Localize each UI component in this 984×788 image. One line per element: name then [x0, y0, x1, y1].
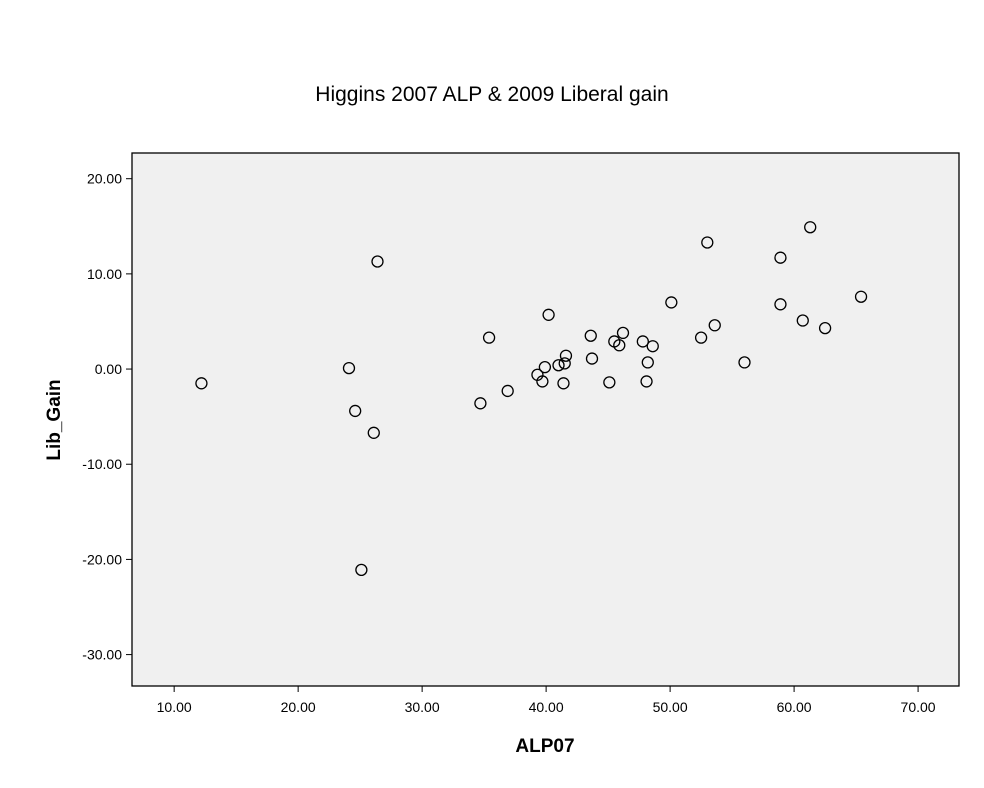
data-point [367, 426, 380, 439]
data-point [585, 352, 599, 365]
x-axis-label: ALP07 [515, 736, 574, 757]
data-point [818, 321, 832, 335]
y-tick-label: -10.00 [82, 456, 122, 472]
x-tick-label: 10.00 [157, 699, 192, 715]
data-point [482, 331, 496, 344]
x-tick-label: 30.00 [405, 699, 440, 715]
x-tick-label: 50.00 [653, 699, 688, 715]
data-point [474, 397, 487, 410]
data-point [708, 319, 721, 332]
data-point [557, 377, 570, 390]
chart-title: Higgins 2007 ALP & 2009 Liberal gain [315, 83, 668, 106]
data-point [640, 375, 653, 388]
data-point [665, 296, 678, 309]
data-point [701, 236, 714, 249]
x-axis: 10.00 20.00 30.00 40.00 50.00 60.00 70.00 [157, 686, 936, 715]
plot-area [131, 152, 960, 687]
data-point [501, 384, 514, 398]
data-point [854, 290, 868, 303]
data-points [195, 221, 868, 577]
data-point [536, 375, 549, 388]
data-point [738, 356, 751, 369]
y-tick-label: -20.00 [82, 551, 122, 567]
data-point [538, 361, 552, 374]
data-point [774, 251, 787, 264]
data-point [646, 340, 659, 353]
data-point [694, 331, 708, 344]
data-point [613, 339, 626, 352]
y-tick-label: -30.00 [82, 647, 122, 663]
data-point [558, 357, 571, 370]
data-point [195, 377, 208, 390]
data-point [559, 349, 573, 362]
data-point [603, 376, 616, 389]
y-axis: 20.00 10.00 0.00 -10.00 -20.00 -30.00 [82, 171, 132, 663]
data-point [616, 326, 630, 340]
data-point [804, 221, 817, 234]
data-point [371, 255, 384, 268]
x-tick-label: 60.00 [777, 699, 812, 715]
data-point [349, 404, 362, 418]
y-tick-label: 20.00 [87, 171, 122, 187]
y-tick-label: 0.00 [95, 361, 122, 377]
data-point [641, 356, 654, 369]
x-tick-label: 40.00 [529, 699, 564, 715]
data-point [774, 298, 787, 311]
y-tick-label: 10.00 [87, 266, 122, 282]
y-axis-label: Lib_Gain [44, 379, 65, 460]
data-point [584, 329, 597, 342]
x-tick-label: 70.00 [901, 699, 936, 715]
data-point [552, 359, 565, 372]
data-point [342, 361, 356, 375]
data-point [542, 308, 555, 321]
x-tick-label: 20.00 [281, 699, 316, 715]
data-point [636, 335, 649, 348]
data-point [355, 563, 368, 577]
data-point [796, 314, 809, 327]
